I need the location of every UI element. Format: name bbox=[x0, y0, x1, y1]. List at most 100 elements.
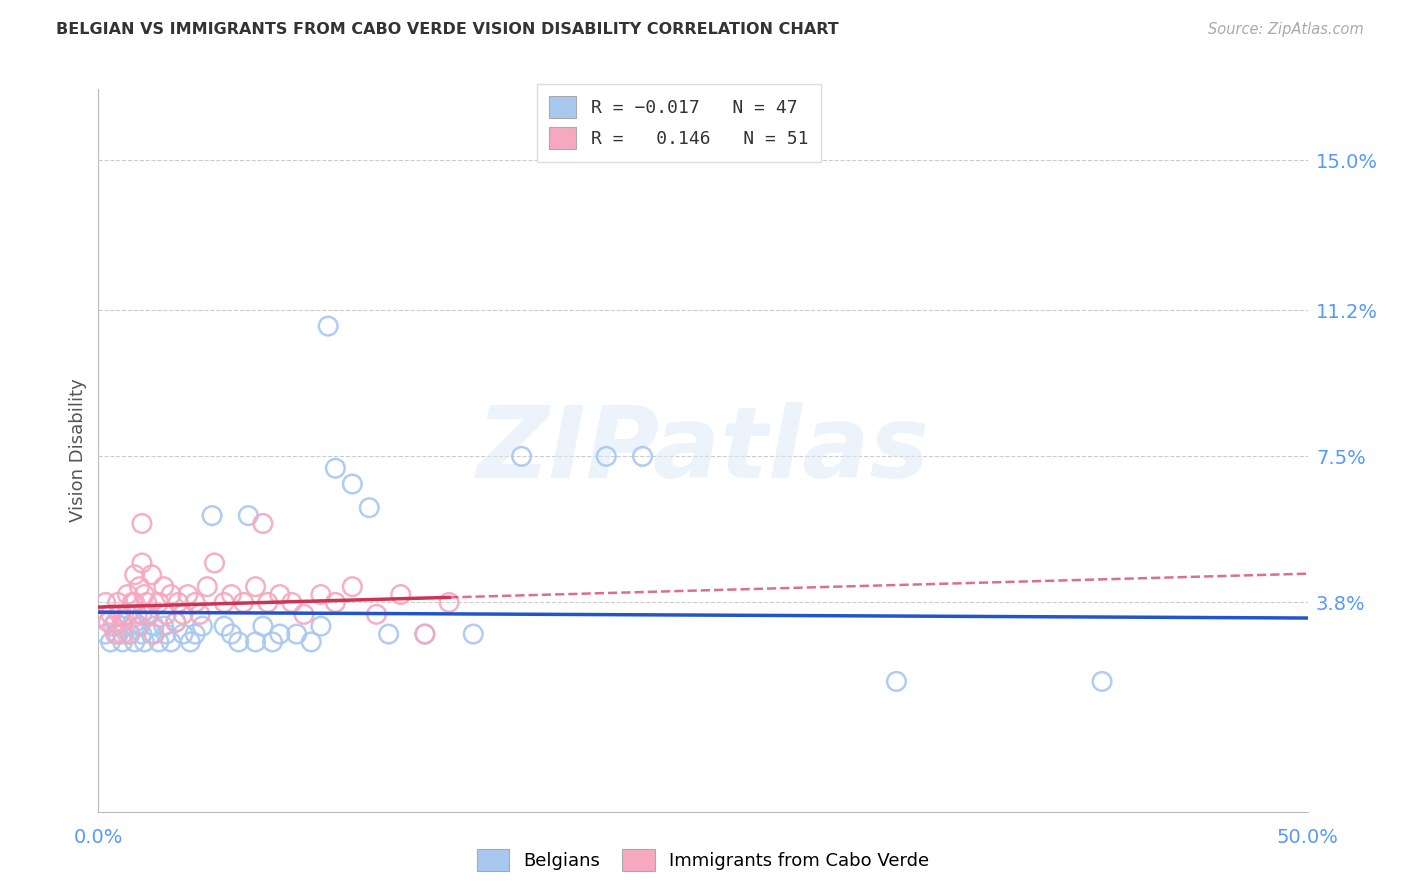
Point bbox=[204, 556, 226, 570]
Point bbox=[212, 595, 235, 609]
Point bbox=[160, 588, 183, 602]
Point bbox=[143, 627, 166, 641]
Point bbox=[107, 595, 129, 609]
Point bbox=[413, 627, 436, 641]
Point bbox=[117, 588, 139, 602]
Point bbox=[131, 516, 153, 531]
Point bbox=[148, 635, 170, 649]
Point bbox=[117, 607, 139, 622]
Point bbox=[886, 674, 908, 689]
Point bbox=[121, 595, 143, 609]
Point bbox=[94, 595, 117, 609]
Point bbox=[1091, 674, 1114, 689]
Point bbox=[94, 627, 117, 641]
Point bbox=[167, 595, 190, 609]
Point bbox=[342, 477, 364, 491]
Point bbox=[316, 319, 339, 334]
Point bbox=[101, 619, 124, 633]
Point bbox=[141, 627, 163, 641]
Text: Source: ZipAtlas.com: Source: ZipAtlas.com bbox=[1208, 22, 1364, 37]
Point bbox=[212, 619, 235, 633]
Point bbox=[252, 619, 274, 633]
Point bbox=[104, 615, 127, 630]
Point bbox=[437, 595, 460, 609]
Point bbox=[389, 588, 412, 602]
Point bbox=[118, 627, 141, 641]
Point bbox=[188, 607, 211, 622]
Point bbox=[256, 595, 278, 609]
Point bbox=[138, 607, 160, 622]
Legend: Belgians, Immigrants from Cabo Verde: Belgians, Immigrants from Cabo Verde bbox=[470, 842, 936, 879]
Point bbox=[104, 627, 127, 641]
Point bbox=[309, 588, 332, 602]
Point bbox=[195, 580, 218, 594]
Point bbox=[325, 461, 347, 475]
Point bbox=[631, 450, 654, 464]
Point bbox=[124, 615, 146, 630]
Point bbox=[172, 627, 194, 641]
Point bbox=[184, 627, 207, 641]
Point bbox=[292, 607, 315, 622]
Point bbox=[172, 607, 194, 622]
Point bbox=[160, 635, 183, 649]
Point bbox=[111, 619, 134, 633]
Point bbox=[97, 615, 120, 630]
Point bbox=[252, 516, 274, 531]
Point bbox=[245, 635, 267, 649]
Point bbox=[238, 508, 260, 523]
Point bbox=[152, 619, 174, 633]
Point bbox=[111, 635, 134, 649]
Point bbox=[155, 627, 177, 641]
Point bbox=[262, 635, 284, 649]
Point bbox=[131, 556, 153, 570]
Point bbox=[148, 595, 170, 609]
Point bbox=[165, 615, 187, 630]
Point bbox=[111, 627, 134, 641]
Point bbox=[245, 580, 267, 594]
Point bbox=[141, 567, 163, 582]
Point bbox=[269, 627, 291, 641]
Point bbox=[342, 580, 364, 594]
Point bbox=[134, 588, 156, 602]
Point bbox=[281, 595, 304, 609]
Point bbox=[228, 635, 250, 649]
Point bbox=[107, 627, 129, 641]
Point bbox=[135, 607, 157, 622]
Point bbox=[359, 500, 381, 515]
Point bbox=[134, 635, 156, 649]
Point bbox=[124, 635, 146, 649]
Point bbox=[100, 635, 122, 649]
Point bbox=[269, 588, 291, 602]
Point bbox=[191, 619, 214, 633]
Point bbox=[179, 635, 201, 649]
Point bbox=[124, 567, 146, 582]
Point bbox=[131, 627, 153, 641]
Point bbox=[108, 607, 131, 622]
Point bbox=[165, 615, 187, 630]
Point bbox=[299, 635, 322, 649]
Point bbox=[221, 588, 243, 602]
Point bbox=[135, 595, 157, 609]
Point bbox=[128, 580, 150, 594]
Point bbox=[285, 627, 308, 641]
Point bbox=[111, 615, 134, 630]
Legend: R = −0.017   N = 47, R =   0.146   N = 51: R = −0.017 N = 47, R = 0.146 N = 51 bbox=[537, 84, 821, 162]
Point bbox=[152, 580, 174, 594]
Point bbox=[413, 627, 436, 641]
Point bbox=[377, 627, 399, 641]
Text: BELGIAN VS IMMIGRANTS FROM CABO VERDE VISION DISABILITY CORRELATION CHART: BELGIAN VS IMMIGRANTS FROM CABO VERDE VI… bbox=[56, 22, 839, 37]
Point bbox=[201, 508, 224, 523]
Point bbox=[117, 607, 139, 622]
Point bbox=[118, 627, 141, 641]
Point bbox=[595, 450, 617, 464]
Point bbox=[177, 588, 200, 602]
Point bbox=[100, 607, 122, 622]
Point bbox=[127, 607, 149, 622]
Point bbox=[325, 595, 347, 609]
Point bbox=[221, 627, 243, 641]
Point bbox=[232, 595, 254, 609]
Point bbox=[366, 607, 388, 622]
Point bbox=[124, 595, 146, 609]
Point bbox=[155, 607, 177, 622]
Point bbox=[184, 595, 207, 609]
